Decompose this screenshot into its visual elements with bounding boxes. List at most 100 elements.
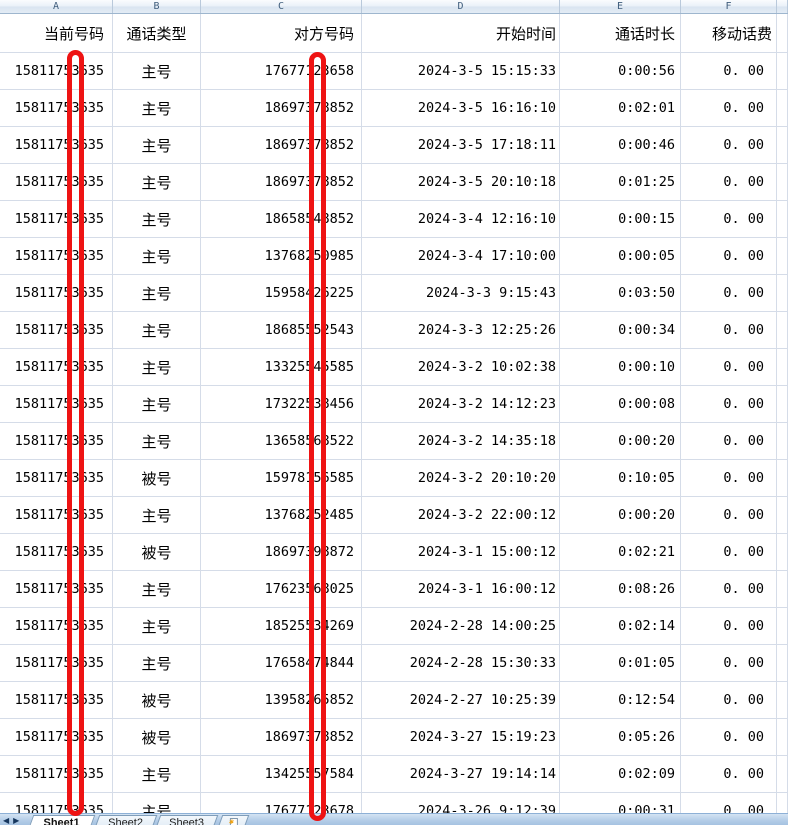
cell[interactable]: 15811753635 (0, 312, 113, 349)
cell[interactable]: 15811753635 (0, 53, 113, 90)
cell[interactable]: 13425557584 (201, 756, 362, 793)
cell[interactable]: 0:00:08 (560, 386, 681, 423)
cell[interactable]: 18697378852 (201, 164, 362, 201)
cell[interactable]: 0:00:56 (560, 53, 681, 90)
cell[interactable]: 2024-3-5 16:16:10 (362, 90, 560, 127)
cell[interactable]: 0. 00 (681, 90, 777, 127)
cell[interactable]: 0:00:34 (560, 312, 681, 349)
cell[interactable]: 被号 (113, 534, 201, 571)
cell[interactable]: 0:00:10 (560, 349, 681, 386)
tab-scroll-next-icon[interactable]: ▶ (13, 816, 20, 825)
cell[interactable]: 2024-3-1 15:00:12 (362, 534, 560, 571)
cell[interactable]: 13768252485 (201, 497, 362, 534)
cell[interactable]: 2024-3-5 15:15:33 (362, 53, 560, 90)
cell[interactable]: 主号 (113, 201, 201, 238)
cell[interactable]: 13768250985 (201, 238, 362, 275)
cell[interactable]: 18697378852 (201, 127, 362, 164)
cell[interactable]: 0:03:50 (560, 275, 681, 312)
cell[interactable]: 15811753635 (0, 423, 113, 460)
column-header-d[interactable]: D (362, 0, 560, 13)
cell[interactable]: 主号 (113, 645, 201, 682)
column-header-e[interactable]: E (560, 0, 681, 13)
cell[interactable]: 15811753635 (0, 164, 113, 201)
cell[interactable]: 0:02:01 (560, 90, 681, 127)
cell[interactable]: 15811753635 (0, 608, 113, 645)
cell[interactable]: 0. 00 (681, 460, 777, 497)
cell[interactable]: 0. 00 (681, 608, 777, 645)
cell[interactable]: 0. 00 (681, 756, 777, 793)
cell[interactable]: 2024-3-2 14:35:18 (362, 423, 560, 460)
cell[interactable]: 15811753635 (0, 571, 113, 608)
cell[interactable]: 15811753635 (0, 201, 113, 238)
cell[interactable]: 2024-3-2 14:12:23 (362, 386, 560, 423)
cell[interactable]: 0:00:20 (560, 497, 681, 534)
cell[interactable]: 被号 (113, 682, 201, 719)
cell[interactable]: 0. 00 (681, 682, 777, 719)
cell[interactable]: 0. 00 (681, 386, 777, 423)
cell[interactable]: 18697378852 (201, 719, 362, 756)
column-header-f[interactable]: F (681, 0, 777, 13)
cell[interactable]: 0:02:14 (560, 608, 681, 645)
cell[interactable]: 15811753635 (0, 682, 113, 719)
cell[interactable]: 主号 (113, 164, 201, 201)
cell[interactable]: 主号 (113, 756, 201, 793)
cell[interactable]: 0:00:20 (560, 423, 681, 460)
cell[interactable]: 2024-3-4 12:16:10 (362, 201, 560, 238)
column-header-c[interactable]: C (201, 0, 362, 13)
cell[interactable]: 0:01:25 (560, 164, 681, 201)
cell[interactable]: 被号 (113, 719, 201, 756)
cell[interactable]: 15811753635 (0, 756, 113, 793)
cell[interactable]: 0. 00 (681, 275, 777, 312)
cell[interactable]: 15811753635 (0, 534, 113, 571)
cell[interactable]: 2024-2-28 15:30:33 (362, 645, 560, 682)
cell[interactable]: 15811753635 (0, 275, 113, 312)
cell[interactable]: 17623568025 (201, 571, 362, 608)
cell[interactable]: 17658474844 (201, 645, 362, 682)
cell[interactable]: 2024-3-2 10:02:38 (362, 349, 560, 386)
cell[interactable]: 15811753635 (0, 238, 113, 275)
header-cell[interactable]: 开始时间 (362, 14, 560, 53)
tab-scroll-prev-icon[interactable]: ◀ (3, 816, 10, 825)
cell[interactable]: 2024-3-27 15:19:23 (362, 719, 560, 756)
cell[interactable]: 0. 00 (681, 719, 777, 756)
cell[interactable]: 18697378852 (201, 90, 362, 127)
cell[interactable]: 15811753635 (0, 497, 113, 534)
cell[interactable]: 主号 (113, 497, 201, 534)
cell[interactable]: 主号 (113, 312, 201, 349)
cell[interactable]: 15958426225 (201, 275, 362, 312)
cell[interactable]: 主号 (113, 386, 201, 423)
header-cell[interactable]: 对方号码 (201, 14, 362, 53)
cell[interactable]: 0:00:46 (560, 127, 681, 164)
cell[interactable]: 0. 00 (681, 164, 777, 201)
header-cell[interactable]: 通话类型 (113, 14, 201, 53)
cell[interactable]: 2024-3-5 17:18:11 (362, 127, 560, 164)
cell[interactable]: 2024-3-4 17:10:00 (362, 238, 560, 275)
cell[interactable]: 0:10:05 (560, 460, 681, 497)
cell[interactable]: 18697398872 (201, 534, 362, 571)
cell[interactable]: 18525534269 (201, 608, 362, 645)
cell[interactable]: 0. 00 (681, 312, 777, 349)
cell[interactable]: 2024-2-27 10:25:39 (362, 682, 560, 719)
header-cell[interactable]: 当前号码 (0, 14, 113, 53)
cell[interactable]: 主号 (113, 571, 201, 608)
cell[interactable]: 主号 (113, 423, 201, 460)
cell[interactable]: 15811753635 (0, 90, 113, 127)
insert-worksheet-tab[interactable]: ✱ (215, 815, 250, 825)
sheet-tab-sheet2[interactable]: Sheet2 (92, 815, 158, 825)
sheet-tab-sheet1[interactable]: Sheet1 (26, 815, 96, 825)
cell[interactable]: 2024-3-3 9:15:43 (362, 275, 560, 312)
cell[interactable]: 主号 (113, 90, 201, 127)
cell[interactable]: 0. 00 (681, 423, 777, 460)
cell[interactable]: 0. 00 (681, 497, 777, 534)
cell[interactable]: 0. 00 (681, 201, 777, 238)
cell[interactable]: 0. 00 (681, 534, 777, 571)
cell[interactable]: 0. 00 (681, 571, 777, 608)
cell[interactable]: 被号 (113, 460, 201, 497)
cell[interactable]: 0. 00 (681, 349, 777, 386)
cell[interactable]: 2024-3-1 16:00:12 (362, 571, 560, 608)
cell[interactable]: 主号 (113, 53, 201, 90)
cell[interactable]: 15811753635 (0, 386, 113, 423)
cell[interactable]: 17677123658 (201, 53, 362, 90)
cell[interactable]: 0:12:54 (560, 682, 681, 719)
cell[interactable]: 15978156585 (201, 460, 362, 497)
